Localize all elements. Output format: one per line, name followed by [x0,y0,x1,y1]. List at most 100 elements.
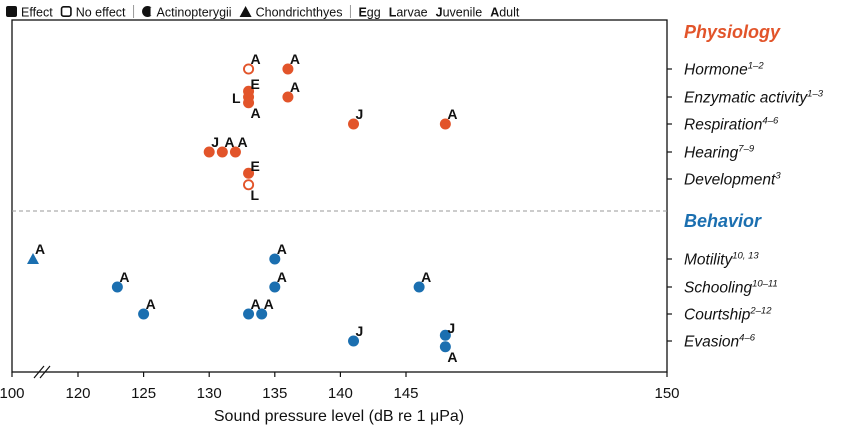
category-labels: Physiology Hormone1–2 Enzymatic activity1–… [667,22,824,351]
legend-item: Adult [490,6,520,20]
point-stage-label: J [447,320,455,336]
filled-marker [229,146,241,158]
data-point: A [439,106,457,130]
axis-break-marker [33,365,51,379]
x-tick-label: 135 [262,385,287,402]
point-stage-label: J [356,323,364,339]
point-stage-label: A [421,269,431,285]
legend-label: Juvenile [436,6,483,20]
x-tick-label: 150 [654,385,679,402]
filled-marker [243,97,255,109]
category-label: Motility10, 13 [684,251,759,269]
x-tick-label: 145 [393,385,418,402]
data-point: A [27,241,45,264]
data-point: E [243,158,260,179]
legend: Effect No effect Actinopterygii Chondrichth… [6,5,520,20]
point-stage-label: A [251,51,261,67]
category-label: Respiration4–6 [684,116,779,134]
data-point: L [243,179,260,203]
point-stage-label: A [224,134,234,150]
legend-item: Egg [358,6,380,20]
category-label: Enzymatic activity1–3 [684,89,824,107]
data-point: J [439,320,455,341]
legend-item: No effect [60,6,126,20]
point-stage-label: A [119,269,129,285]
data-point: A [282,51,300,75]
point-stage-label: E [251,158,260,174]
point-stage-label: J [356,106,364,122]
data-point: A [243,97,261,121]
filled-marker [138,308,150,320]
data-point: A [229,134,248,158]
filled-marker [269,281,281,293]
legend-item: Juvenile [436,6,483,20]
data-point: A [243,296,261,320]
legend-label: No effect [76,6,126,20]
point-stage-label: A [264,296,274,312]
category-label: Development3 [684,171,781,189]
filled-marker [243,308,255,320]
data-point: A [269,269,287,293]
filled-marker [269,253,281,265]
point-stage-label: A [447,349,457,365]
category-label: Courtship2–12 [684,306,772,324]
legend-item: Larvae [389,6,428,20]
x-tick-label: 100 [0,385,25,402]
x-axis: 100 120 125 130 135 140 145 150 [0,372,680,402]
data-point: A [439,341,457,365]
legend-label: Larvae [389,6,428,20]
data-point: J [348,106,363,130]
filled-marker [348,335,360,347]
triangle-icon [239,6,252,17]
point-stage-label: A [277,241,287,257]
open-marker [243,179,255,191]
point-stage-label: A [146,296,156,312]
open-square-icon [60,6,72,17]
x-tick-label: 130 [197,385,222,402]
point-stage-label: A [251,105,261,121]
legend-label: Chondrichthyes [256,6,343,20]
filled-marker [282,91,294,103]
filled-marker [348,118,360,130]
point-stage-label: L [251,187,260,203]
data-point: A [282,79,300,103]
filled-marker [243,167,255,179]
point-stage-label: A [277,269,287,285]
category-label: Hormone1–2 [684,61,764,79]
filled-marker [439,341,451,353]
plot-frame [11,19,668,373]
open-marker [243,63,255,75]
point-stage-label: A [35,241,45,257]
point-stage-label: E [251,76,260,92]
data-point: J [203,134,219,158]
point-stage-label: J [211,134,219,150]
data-point: J [348,323,363,347]
x-tick-label: 125 [131,385,156,402]
data-point: A [216,134,234,158]
point-stage-label: A [447,106,457,122]
point-stage-label: A [290,79,300,95]
legend-label: Effect [21,6,53,20]
data-point: A [256,296,274,320]
legend-item: Chondrichthyes [239,6,343,20]
data-point: A [243,51,261,75]
point-stage-label: A [290,51,300,67]
category-label: Schooling10–11 [684,279,778,297]
legend-item: Actinopterygii [142,6,232,20]
x-tick-label: 120 [65,385,90,402]
filled-square-icon [6,6,17,17]
legend-label: Actinopterygii [157,6,232,20]
filled-marker [439,118,451,130]
x-tick-label: 140 [328,385,353,402]
filled-marker [439,329,451,341]
half-circle-icon [142,6,154,17]
data-point: A [269,241,287,265]
point-stage-label: A [237,134,247,150]
category-label: Hearing7–9 [684,144,755,162]
legend-label: Adult [490,6,520,20]
data-point: A [138,296,156,320]
point-stage-label: L [232,90,241,106]
x-axis-label: Sound pressure level (dB re 1 μPa) [214,408,464,425]
